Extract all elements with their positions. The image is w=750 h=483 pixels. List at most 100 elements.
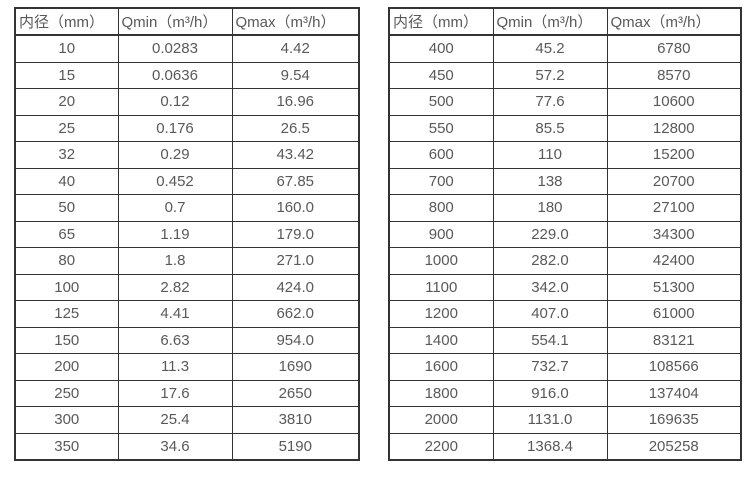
table-row: 125 4.41 662.0 [14,300,360,328]
table-cell: 282.0 [492,247,608,275]
table-cell: 61000 [606,300,742,328]
table-row: 1000 282.0 42400 [388,247,742,275]
table-row: 500 77.6 10600 [388,88,742,116]
table-cell: 50 [14,194,119,222]
table-row: 250 17.6 2650 [14,379,360,407]
header-row: 内径（mm） Qmin（m³/h） Qmax（m³/h） [388,7,742,36]
table-row: 25 0.176 26.5 [14,114,360,142]
table-cell: 732.7 [492,353,608,381]
table-row: 300 25.4 3810 [14,406,360,434]
table-row: 200 11.3 1690 [14,353,360,381]
table-cell: 662.0 [231,300,360,328]
column-header-qmax: Qmax（m³/h） [231,7,360,36]
table-row: 800 180 27100 [388,194,742,222]
table-cell: 32 [14,141,119,169]
table-cell: 1368.4 [492,432,608,461]
table-row: 600 110 15200 [388,141,742,169]
table-cell: 1100 [388,273,494,301]
table-row: 900 229.0 34300 [388,220,742,248]
table-cell: 80 [14,247,119,275]
table-row: 2000 1131.0 169635 [388,406,742,434]
table-row: 65 1.19 179.0 [14,220,360,248]
table-cell: 424.0 [231,273,360,301]
table-cell: 16.96 [231,88,360,116]
table-cell: 0.12 [117,88,233,116]
table-cell: 1200 [388,300,494,328]
table-cell: 27100 [606,194,742,222]
table-cell: 169635 [606,406,742,434]
table-cell: 342.0 [492,273,608,301]
table-body: 10 0.0283 4.42 15 0.0636 9.54 20 0.12 16.96 25 0.1… [14,34,360,461]
table-row: 40 0.452 67.85 [14,167,360,195]
flow-table-large-diameter: 内径（mm） Qmin（m³/h） Qmax（m³/h） 400 45.2 6780… [388,7,742,461]
table-row: 450 57.2 8570 [388,61,742,89]
table-cell: 0.0636 [117,61,233,89]
table-cell: 554.1 [492,326,608,354]
table-row: 2200 1368.4 205258 [388,432,742,461]
table-row: 1800 916.0 137404 [388,379,742,407]
table-cell: 34.6 [117,432,233,461]
table-cell: 2650 [231,379,360,407]
column-header-diameter: 内径（mm） [14,7,119,36]
table-cell: 3810 [231,406,360,434]
table-cell: 205258 [606,432,742,461]
table-cell: 0.176 [117,114,233,142]
column-header-qmin: Qmin（m³/h） [492,7,608,36]
table-cell: 916.0 [492,379,608,407]
table-row: 50 0.7 160.0 [14,194,360,222]
table-cell: 1400 [388,326,494,354]
table-cell: 271.0 [231,247,360,275]
table-cell: 5190 [231,432,360,461]
table-cell: 4.42 [231,34,360,63]
table-cell: 20700 [606,167,742,195]
table-cell: 57.2 [492,61,608,89]
table-cell: 8570 [606,61,742,89]
table-cell: 1.19 [117,220,233,248]
table-row: 80 1.8 271.0 [14,247,360,275]
table-cell: 407.0 [492,300,608,328]
table-cell: 15200 [606,141,742,169]
table-cell: 0.7 [117,194,233,222]
header-row: 内径（mm） Qmin（m³/h） Qmax（m³/h） [14,7,360,36]
table-cell: 12800 [606,114,742,142]
table-cell: 6.63 [117,326,233,354]
table-cell: 179.0 [231,220,360,248]
table-cell: 15 [14,61,119,89]
table-cell: 2000 [388,406,494,434]
table-cell: 20 [14,88,119,116]
table-header: 内径（mm） Qmin（m³/h） Qmax（m³/h） [388,7,742,36]
table-cell: 34300 [606,220,742,248]
flow-table-small-diameter: 内径（mm） Qmin（m³/h） Qmax（m³/h） 10 0.0283 4.4… [14,7,360,461]
table-row: 350 34.6 5190 [14,432,360,461]
table-row: 1100 342.0 51300 [388,273,742,301]
table-cell: 300 [14,406,119,434]
table-cell: 125 [14,300,119,328]
table-row: 700 138 20700 [388,167,742,195]
table-header: 内径（mm） Qmin（m³/h） Qmax（m³/h） [14,7,360,36]
table-cell: 1600 [388,353,494,381]
table-row: 10 0.0283 4.42 [14,34,360,63]
table-row: 1600 732.7 108566 [388,353,742,381]
table-cell: 1131.0 [492,406,608,434]
table-cell: 10 [14,34,119,63]
table-cell: 1.8 [117,247,233,275]
table-cell: 10600 [606,88,742,116]
tables-container: 内径（mm） Qmin（m³/h） Qmax（m³/h） 10 0.0283 4.4… [14,7,750,461]
table-cell: 65 [14,220,119,248]
table-cell: 500 [388,88,494,116]
table-cell: 110 [492,141,608,169]
table-cell: 1690 [231,353,360,381]
table-cell: 550 [388,114,494,142]
table-cell: 2200 [388,432,494,461]
table-cell: 43.42 [231,141,360,169]
table-cell: 0.0283 [117,34,233,63]
table-cell: 108566 [606,353,742,381]
table-cell: 67.85 [231,167,360,195]
table-cell: 85.5 [492,114,608,142]
table-cell: 900 [388,220,494,248]
table-cell: 83121 [606,326,742,354]
table-cell: 0.29 [117,141,233,169]
table-cell: 40 [14,167,119,195]
table-cell: 25.4 [117,406,233,434]
table-row: 15 0.0636 9.54 [14,61,360,89]
